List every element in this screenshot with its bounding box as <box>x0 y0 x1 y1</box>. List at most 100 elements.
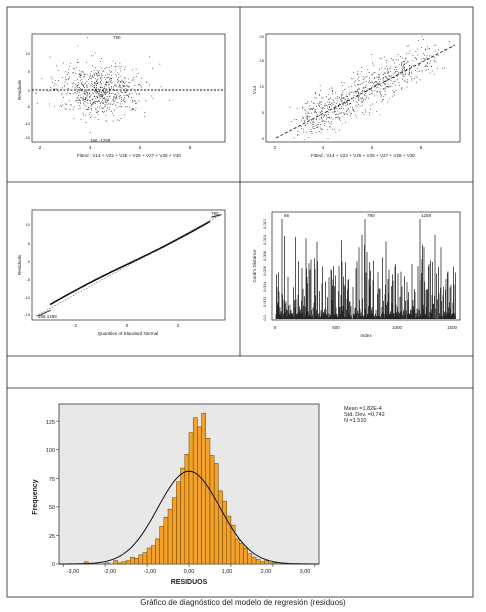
scatter-point <box>389 86 391 88</box>
scatter-point <box>105 101 106 103</box>
scatter-point <box>86 37 88 39</box>
scatter-point <box>136 102 138 104</box>
scatter-point <box>54 82 56 84</box>
scatter-point <box>124 97 126 99</box>
scatter-point <box>309 131 311 133</box>
scatter-point <box>81 88 83 90</box>
y-tick-label: 0.012 <box>262 218 267 229</box>
scatter-point <box>90 107 92 109</box>
scatter-point <box>321 108 323 110</box>
scatter-point <box>79 91 80 93</box>
scatter-point <box>113 103 115 105</box>
scatter-point <box>336 113 338 115</box>
scatter-point <box>80 88 81 90</box>
scatter-point <box>125 84 127 86</box>
scatter-point <box>358 88 360 90</box>
x-tick-label: 6 <box>371 145 374 150</box>
scatter-point <box>103 91 105 92</box>
scatter-point <box>54 88 56 90</box>
scatter-point <box>373 83 375 85</box>
scatter-point <box>105 83 107 85</box>
scatter-point <box>151 95 152 97</box>
scatter-point <box>363 94 365 96</box>
scatter-point <box>135 102 136 104</box>
scatter-point <box>330 117 332 118</box>
y-tick-label: -10 <box>24 295 31 300</box>
scatter-point <box>102 94 104 96</box>
scatter-point <box>91 109 92 111</box>
scatter-point <box>364 94 366 96</box>
histogram-bar <box>180 467 186 565</box>
scatter-point <box>132 99 133 101</box>
scatter-point <box>83 90 85 92</box>
histogram-bar <box>121 561 127 565</box>
scatter-point <box>144 115 145 117</box>
scatter-point <box>74 87 76 89</box>
scatter-point <box>94 84 96 86</box>
scatter-point <box>119 119 121 121</box>
scatter-point <box>82 71 83 73</box>
scatter-point <box>97 72 99 74</box>
scatter-point <box>69 108 71 110</box>
scatter-point <box>326 118 328 120</box>
scatter-point <box>362 81 364 83</box>
scatter-point <box>151 67 153 69</box>
qq-tail-point <box>46 311 48 313</box>
histogram-bar <box>134 558 139 565</box>
scatter-point <box>303 139 305 141</box>
scatter-point <box>320 107 322 109</box>
scatter-point <box>411 77 413 79</box>
scatter-point <box>307 122 309 124</box>
histogram-bar <box>201 412 207 565</box>
scatter-point <box>349 114 351 116</box>
scatter-point <box>90 84 92 86</box>
scatter-point <box>404 58 406 60</box>
histogram-bar <box>213 463 219 565</box>
scatter-point <box>333 102 335 104</box>
scatter-point <box>121 87 123 89</box>
scatter-point <box>335 116 337 118</box>
y-tick-labels: 0.0 0.002 0.004 0.006 0.008 0.010 0.012 <box>262 218 267 321</box>
scatter-point <box>394 85 396 87</box>
y-axis-label: Cook's Distance <box>252 249 257 282</box>
scatter-point <box>410 75 412 77</box>
scatter-point <box>411 71 413 73</box>
scatter-point <box>353 110 354 111</box>
scatter-point <box>95 100 97 102</box>
scatter-point <box>139 92 140 94</box>
x-tick-label: -2,00 <box>104 569 117 575</box>
scatter-point <box>146 81 148 83</box>
scatter-point <box>106 76 108 78</box>
scatter-point <box>360 70 362 72</box>
scatter-point <box>331 89 333 91</box>
scatter-point <box>35 92 37 94</box>
scatter-point <box>426 66 428 68</box>
scatter-point <box>336 96 338 98</box>
scatter-point <box>128 82 130 84</box>
scatter-point <box>120 94 122 96</box>
scatter-point <box>66 79 68 81</box>
reference-line <box>275 44 456 139</box>
scatter-point <box>385 80 387 81</box>
x-axis-ticks <box>62 564 316 567</box>
scatter-point <box>126 90 128 92</box>
scatter-point <box>84 74 86 76</box>
scatter-point <box>65 108 67 110</box>
scatter-point <box>305 113 307 115</box>
scatter-point <box>400 65 402 67</box>
scatter-point <box>407 81 409 83</box>
x-axis-label: Fitted : V14 + V22 + V25 + V26 + V27 + V… <box>311 153 415 158</box>
scatter-point <box>99 93 101 95</box>
scatter-point <box>426 63 428 65</box>
scatter-point <box>100 102 101 104</box>
scatter-point <box>77 95 79 97</box>
scatter-point <box>359 84 361 85</box>
scatter-point <box>109 70 110 72</box>
scatter-point <box>79 99 81 101</box>
scatter-point <box>120 81 122 83</box>
scatter-point <box>41 77 43 79</box>
scatter-point <box>110 72 112 74</box>
scatter-point <box>97 82 99 84</box>
scatter-point <box>358 100 360 101</box>
scatter-point <box>417 71 419 73</box>
